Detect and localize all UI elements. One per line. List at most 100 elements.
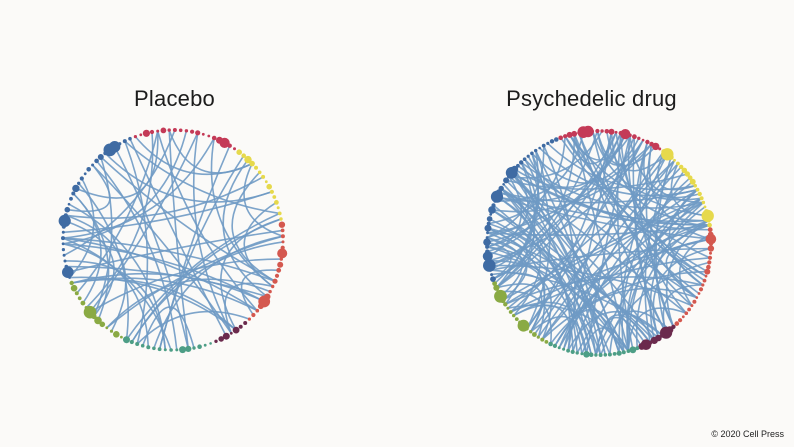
network-edge bbox=[541, 224, 710, 341]
network-edge bbox=[72, 192, 102, 304]
network-edge bbox=[511, 172, 597, 356]
network-node bbox=[203, 343, 207, 347]
network-node bbox=[608, 128, 615, 135]
network-node bbox=[135, 342, 140, 346]
network-node bbox=[514, 317, 519, 321]
network-node bbox=[536, 335, 540, 339]
network-edge bbox=[495, 131, 617, 289]
network-node bbox=[214, 339, 218, 343]
network-node bbox=[211, 135, 217, 141]
network-node bbox=[169, 348, 173, 352]
network-edge bbox=[634, 141, 667, 334]
network-node bbox=[485, 249, 490, 254]
network-node bbox=[693, 183, 697, 188]
network-node bbox=[238, 324, 243, 329]
network-node bbox=[566, 348, 570, 353]
network-node bbox=[638, 343, 646, 350]
network-node bbox=[549, 139, 555, 144]
network-node bbox=[99, 321, 106, 328]
network-node bbox=[84, 306, 89, 310]
network-edge bbox=[488, 136, 566, 225]
network-node bbox=[650, 336, 658, 344]
network-edge bbox=[231, 171, 276, 282]
network-node bbox=[637, 136, 641, 140]
network-node bbox=[698, 287, 704, 292]
network-node bbox=[594, 353, 598, 357]
network-node bbox=[679, 164, 684, 170]
network-node bbox=[482, 251, 493, 262]
network-node bbox=[233, 147, 236, 151]
network-edge bbox=[67, 164, 111, 212]
network-node bbox=[562, 347, 566, 351]
copyright-credit: © 2020 Cell Press bbox=[711, 429, 784, 439]
network-node bbox=[175, 348, 179, 352]
network-edge bbox=[67, 229, 283, 273]
network-node bbox=[635, 346, 640, 351]
network-edge bbox=[69, 276, 237, 331]
network-node bbox=[278, 221, 286, 228]
network-node bbox=[71, 191, 76, 196]
network-node bbox=[600, 129, 604, 133]
network-edge bbox=[66, 265, 268, 298]
network-node bbox=[511, 165, 519, 173]
network-node bbox=[94, 158, 99, 164]
network-node bbox=[271, 284, 275, 289]
network-node bbox=[632, 134, 637, 140]
network-edge bbox=[487, 224, 710, 236]
network-node bbox=[508, 310, 513, 314]
network-node bbox=[529, 330, 533, 334]
node-layer bbox=[58, 127, 288, 354]
network-node bbox=[488, 206, 496, 214]
network-node bbox=[673, 158, 676, 162]
edge-layer bbox=[62, 129, 284, 351]
network-edge bbox=[124, 140, 149, 345]
network-node bbox=[160, 127, 167, 134]
network-node bbox=[704, 274, 708, 278]
network-node bbox=[699, 196, 704, 201]
network-node bbox=[707, 260, 712, 265]
network-edge bbox=[486, 168, 529, 248]
network-edge bbox=[62, 243, 150, 348]
network-node bbox=[690, 304, 694, 308]
network-node bbox=[64, 264, 69, 269]
network-node bbox=[697, 292, 701, 295]
network-node bbox=[279, 217, 283, 221]
network-node bbox=[67, 202, 71, 206]
network-node bbox=[607, 352, 612, 357]
network-node bbox=[489, 213, 493, 216]
network-node bbox=[692, 299, 697, 304]
network-edge bbox=[541, 189, 698, 341]
network-node bbox=[554, 137, 559, 142]
network-node bbox=[503, 177, 510, 184]
network-edge bbox=[63, 191, 273, 234]
network-node bbox=[69, 196, 73, 201]
psychedelic-title: Psychedelic drug bbox=[506, 86, 677, 111]
network-edge bbox=[495, 132, 622, 289]
network-node bbox=[491, 203, 496, 208]
network-edge bbox=[89, 258, 282, 313]
network-node bbox=[77, 181, 81, 185]
network-node bbox=[629, 346, 637, 354]
placebo-network bbox=[58, 127, 288, 354]
network-node bbox=[113, 331, 120, 338]
network-node bbox=[149, 129, 155, 135]
network-node bbox=[580, 352, 584, 356]
edge-layer bbox=[486, 130, 712, 356]
network-node bbox=[232, 326, 240, 334]
network-node bbox=[544, 340, 549, 344]
network-edge bbox=[125, 212, 281, 341]
network-node bbox=[494, 289, 507, 303]
network-node bbox=[522, 157, 527, 161]
network-edge bbox=[514, 133, 627, 189]
network-node bbox=[595, 128, 600, 134]
network-node bbox=[276, 206, 280, 210]
network-edge bbox=[487, 227, 592, 355]
network-node bbox=[142, 129, 150, 137]
node-layer bbox=[482, 125, 717, 358]
network-node bbox=[185, 345, 192, 352]
network-node bbox=[701, 283, 705, 287]
network-node bbox=[61, 248, 65, 252]
network-node bbox=[207, 134, 211, 138]
network-node bbox=[558, 135, 563, 141]
network-node bbox=[209, 342, 212, 345]
